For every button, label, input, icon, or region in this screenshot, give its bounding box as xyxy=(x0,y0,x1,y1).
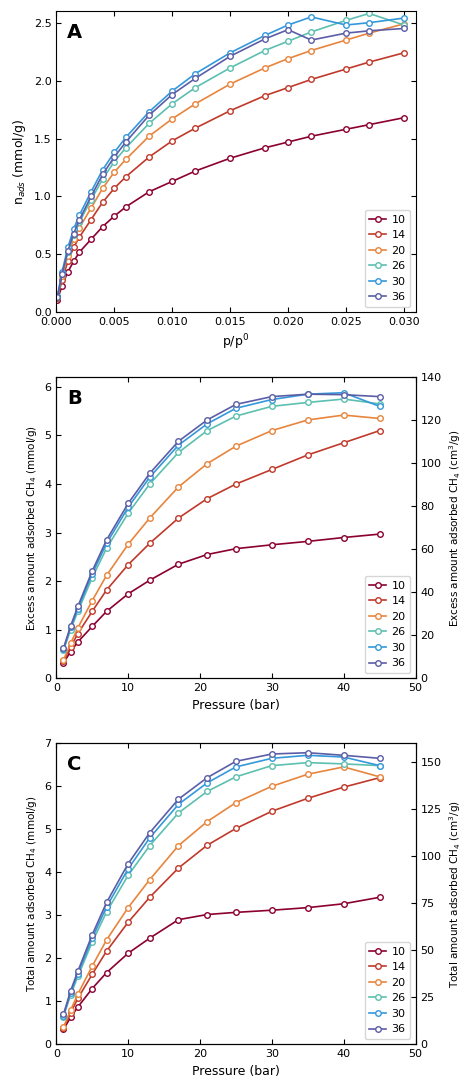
Legend: 10, 14, 20, 26, 30, 36: 10, 14, 20, 26, 30, 36 xyxy=(365,210,410,307)
Legend: 10, 14, 20, 26, 30, 36: 10, 14, 20, 26, 30, 36 xyxy=(365,576,410,673)
X-axis label: p/p$^0$: p/p$^0$ xyxy=(222,333,249,353)
X-axis label: Pressure (bar): Pressure (bar) xyxy=(192,1065,280,1078)
Y-axis label: Excess amount adsorbed CH$_4$ (mmol/g): Excess amount adsorbed CH$_4$ (mmol/g) xyxy=(25,425,39,631)
Y-axis label: Excess amount adsorbed CH$_4$ (cm$^3$/g): Excess amount adsorbed CH$_4$ (cm$^3$/g) xyxy=(447,429,463,626)
Text: B: B xyxy=(67,389,82,408)
Y-axis label: Total amount adsorbed CH$_4$ (cm$^3$/g): Total amount adsorbed CH$_4$ (cm$^3$/g) xyxy=(447,800,463,988)
Y-axis label: n$_{ads}$ (mmol/g): n$_{ads}$ (mmol/g) xyxy=(11,119,28,205)
Text: A: A xyxy=(67,23,82,42)
Text: C: C xyxy=(67,756,82,774)
X-axis label: Pressure (bar): Pressure (bar) xyxy=(192,699,280,712)
Legend: 10, 14, 20, 26, 30, 36: 10, 14, 20, 26, 30, 36 xyxy=(365,942,410,1039)
Y-axis label: Total amount adsorbed CH$_4$ (mmol/g): Total amount adsorbed CH$_4$ (mmol/g) xyxy=(25,796,39,992)
